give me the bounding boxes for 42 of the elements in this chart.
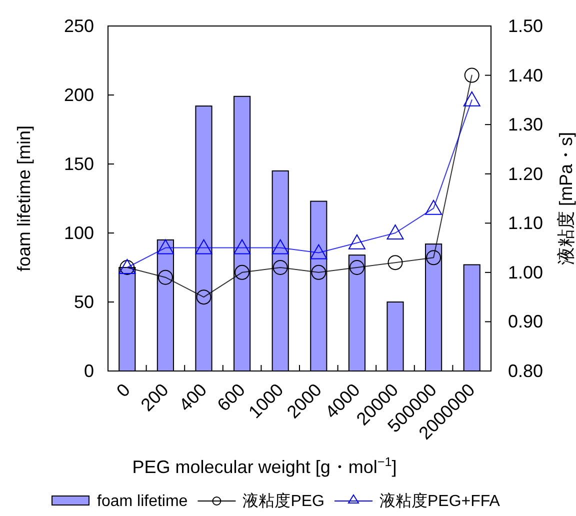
y-tick-label: 150 bbox=[64, 154, 94, 174]
y2-tick-label: 0.90 bbox=[508, 312, 544, 332]
y-tick-label: 50 bbox=[74, 292, 94, 312]
legend-label: 液粘度PEG+FFA bbox=[380, 492, 500, 510]
point bbox=[388, 255, 403, 270]
point bbox=[196, 290, 212, 305]
point bbox=[272, 260, 288, 275]
x-tick-label: 200 bbox=[136, 380, 172, 416]
point bbox=[349, 260, 364, 275]
x-tick-label: 400 bbox=[175, 380, 211, 416]
point bbox=[464, 68, 480, 83]
y2-tick-label: 1.30 bbox=[508, 114, 544, 135]
y-tick-label: 250 bbox=[64, 16, 94, 36]
y2-tick-label: 1.10 bbox=[508, 213, 544, 234]
y-tick-label: 200 bbox=[64, 85, 94, 105]
y-tick-label: 0 bbox=[84, 361, 94, 381]
point bbox=[234, 239, 251, 254]
point bbox=[426, 250, 442, 266]
y2-tick-label: 1.20 bbox=[508, 164, 544, 184]
legend-label: 液粘度PEG bbox=[242, 492, 324, 510]
y2-tick-label: 0.80 bbox=[508, 361, 544, 381]
point bbox=[311, 264, 326, 280]
point bbox=[156, 239, 174, 254]
point bbox=[158, 270, 173, 285]
point bbox=[272, 239, 289, 254]
point bbox=[386, 224, 404, 240]
point bbox=[425, 200, 442, 215]
y2-axis-title: 液粘度 [mPa・s] bbox=[556, 132, 576, 266]
y-axis-title: foam lifetime [min] bbox=[14, 125, 34, 272]
x-tick-label: 0 bbox=[112, 380, 134, 401]
point bbox=[348, 234, 366, 250]
x-tick-label: 600 bbox=[213, 380, 249, 416]
x-axis-title: PEG molecular weight [g・mol$^{−1}$] bbox=[132, 455, 397, 477]
y2-tick-label: 1.50 bbox=[508, 16, 544, 36]
y2-tick-label: 1.00 bbox=[508, 262, 544, 282]
point bbox=[310, 244, 328, 260]
y2-tick-label: 1.40 bbox=[508, 65, 544, 86]
y-tick-label: 100 bbox=[64, 223, 94, 243]
point bbox=[195, 239, 212, 254]
point bbox=[234, 264, 250, 280]
point bbox=[463, 91, 480, 106]
legend-label: foam lifetime bbox=[97, 493, 188, 510]
